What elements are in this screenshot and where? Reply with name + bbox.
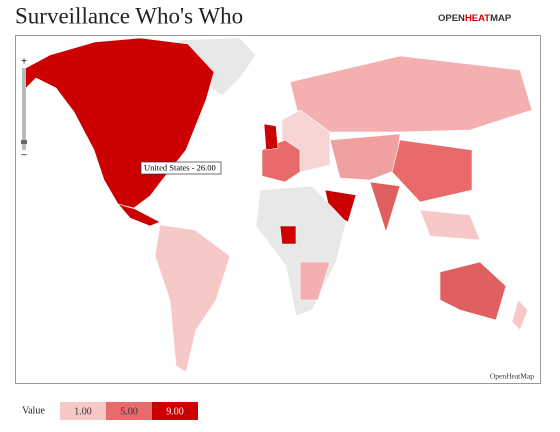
- tooltip-box: [140, 161, 222, 175]
- title: Surveillance Who's Who: [15, 3, 243, 28]
- legend-item: 5.00: [120, 406, 138, 417]
- central-asia[interactable]: [329, 133, 401, 181]
- logo-part: OPEN: [438, 13, 465, 24]
- legend-item: 1.00: [74, 406, 92, 417]
- zoom-out[interactable]: –: [21, 150, 27, 161]
- zoom-handle[interactable]: [21, 140, 27, 144]
- china[interactable]: [391, 139, 473, 203]
- south-america[interactable]: [154, 224, 231, 373]
- southern-africa[interactable]: [299, 261, 331, 301]
- mexico[interactable]: [117, 203, 161, 227]
- india[interactable]: [369, 181, 401, 234]
- countries: [21, 37, 533, 373]
- australia[interactable]: [439, 261, 507, 321]
- uk[interactable]: [263, 123, 279, 151]
- attribution[interactable]: OpenHeatMap: [490, 372, 534, 381]
- logo[interactable]: OPENHEATMAP: [438, 13, 512, 24]
- legend-swatch: [106, 402, 152, 420]
- legend-swatch: [60, 402, 106, 420]
- legend: 1.00 5.00 9.00: [60, 402, 198, 420]
- europe-west[interactable]: [261, 139, 301, 183]
- logo-part: HEAT: [465, 13, 490, 24]
- new-zealand[interactable]: [511, 299, 529, 331]
- zoom-in[interactable]: +: [21, 57, 27, 68]
- nigeria[interactable]: [279, 225, 297, 245]
- legend-swatch: [152, 402, 198, 420]
- legend-item: 9.00: [166, 406, 184, 417]
- tooltip: United States - 26.00: [144, 162, 216, 172]
- legend-label: Value: [22, 405, 45, 416]
- southeast-asia[interactable]: [419, 209, 481, 241]
- logo-part: MAP: [490, 13, 512, 24]
